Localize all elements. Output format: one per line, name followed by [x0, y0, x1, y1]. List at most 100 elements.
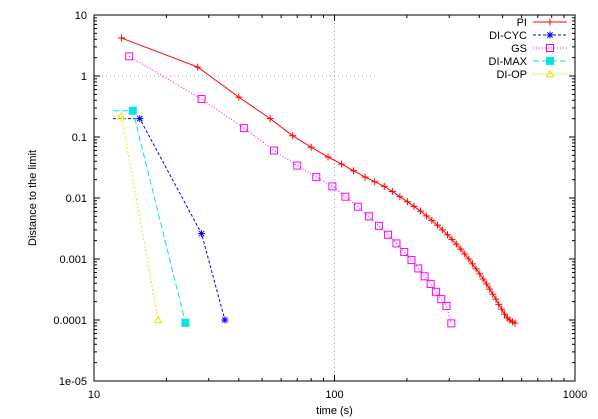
data-point-pi: [443, 231, 451, 239]
series-line-di-cyc: [113, 118, 226, 321]
legend-marker-pi: [546, 18, 554, 26]
data-point-di-op: [117, 111, 126, 120]
data-point-pi: [433, 221, 441, 229]
data-point-pi: [448, 235, 456, 243]
data-point-di-op: [153, 315, 163, 324]
data-point-pi: [469, 260, 477, 268]
legend-label-di-op: DI-OP: [496, 69, 527, 81]
series-di-op: [113, 111, 163, 324]
data-point-pi: [307, 143, 315, 151]
data-point-gs: [312, 173, 321, 182]
data-point-pi: [266, 115, 274, 123]
data-point-gs: [426, 279, 435, 288]
data-point-gs: [374, 221, 383, 230]
data-point-pi: [338, 160, 346, 168]
y-tick-label: 0.01: [66, 193, 87, 205]
legend-label-pi: PI: [517, 17, 527, 29]
data-point-gs: [431, 287, 440, 296]
data-point-pi: [495, 300, 503, 308]
y-tick-label: 1: [81, 71, 87, 83]
data-point-pi: [361, 173, 369, 181]
data-point-pi: [428, 216, 436, 224]
series-line-di-max: [113, 110, 186, 323]
data-point-gs: [239, 124, 248, 133]
data-point-pi: [452, 240, 460, 248]
data-point-pi: [472, 265, 480, 273]
data-point-pi: [498, 305, 506, 313]
series-gs: [125, 52, 456, 328]
data-point-gs: [293, 161, 302, 170]
legend-label-di-max: DI-MAX: [489, 56, 528, 68]
data-point-pi: [438, 226, 446, 234]
data-point-gs: [392, 239, 401, 248]
y-tick-label: 0.001: [59, 254, 87, 266]
x-tick-label: 1000: [563, 389, 587, 401]
data-point-di-max: [181, 318, 190, 327]
data-point-pi: [422, 212, 430, 220]
data-point-pi: [483, 280, 491, 288]
data-point-gs: [125, 52, 134, 61]
data-point-gs: [384, 230, 393, 239]
y-tick-label: 10: [75, 10, 87, 22]
data-point-gs: [414, 264, 423, 273]
data-point-pi: [479, 275, 487, 283]
data-point-gs: [328, 182, 337, 191]
legend-label-di-cyc: DI-CYC: [489, 30, 527, 42]
data-point-pi: [117, 34, 125, 42]
data-point-pi: [465, 255, 473, 263]
data-point-di-cyc: [198, 230, 206, 238]
x-axis-title: time (s): [316, 405, 353, 417]
y-tick-label: 0.0001: [53, 315, 87, 327]
data-point-pi: [371, 178, 379, 186]
data-point-gs: [400, 248, 409, 257]
data-point-pi: [403, 198, 411, 206]
data-point-gs: [353, 202, 362, 211]
legend-marker-di-op: [545, 69, 555, 78]
series-line-di-op: [113, 115, 159, 321]
data-point-gs: [364, 212, 373, 221]
data-point-di-cyc: [136, 115, 144, 123]
data-point-pi: [396, 193, 404, 201]
data-point-pi: [492, 295, 500, 303]
data-point-gs: [407, 256, 416, 265]
data-point-pi: [417, 207, 425, 215]
legend-marker-di-max: [546, 57, 554, 65]
data-point-gs: [447, 319, 456, 328]
data-point-di-max: [128, 106, 137, 115]
data-point-pi: [476, 270, 484, 278]
legend-item-gs: GS: [511, 43, 567, 55]
data-point-pi: [511, 319, 519, 327]
data-point-pi: [324, 153, 332, 161]
data-point-pi: [410, 202, 418, 210]
series-line-gs: [128, 55, 452, 324]
legend-item-di-op: DI-OP: [496, 69, 567, 81]
legend-item-pi: PI: [517, 17, 567, 29]
data-point-gs: [442, 301, 451, 310]
legend-item-di-cyc: DI-CYC: [489, 30, 567, 42]
data-point-gs: [437, 295, 446, 304]
data-point-pi: [388, 187, 396, 195]
y-axis-title: Distance to the limit: [27, 150, 39, 246]
data-point-pi: [489, 290, 497, 298]
series-layer: [113, 34, 519, 328]
data-point-gs: [269, 146, 278, 155]
data-point-pi: [235, 93, 243, 101]
data-point-pi: [500, 310, 508, 318]
y-tick-label: 1e-05: [59, 376, 87, 388]
x-tick-label: 100: [325, 389, 343, 401]
legend-label-gs: GS: [511, 43, 527, 55]
data-point-gs: [341, 192, 350, 201]
data-point-pi: [194, 63, 202, 71]
data-point-gs: [197, 94, 206, 103]
legend-item-di-max: DI-MAX: [489, 56, 567, 68]
data-point-pi: [289, 132, 297, 140]
x-tick-label: 10: [88, 389, 100, 401]
grid-lines: [94, 15, 377, 381]
y-tick-label: 0.1: [72, 132, 87, 144]
data-point-pi: [486, 285, 494, 293]
legend-marker-gs: [546, 44, 554, 52]
data-point-pi: [461, 250, 469, 258]
